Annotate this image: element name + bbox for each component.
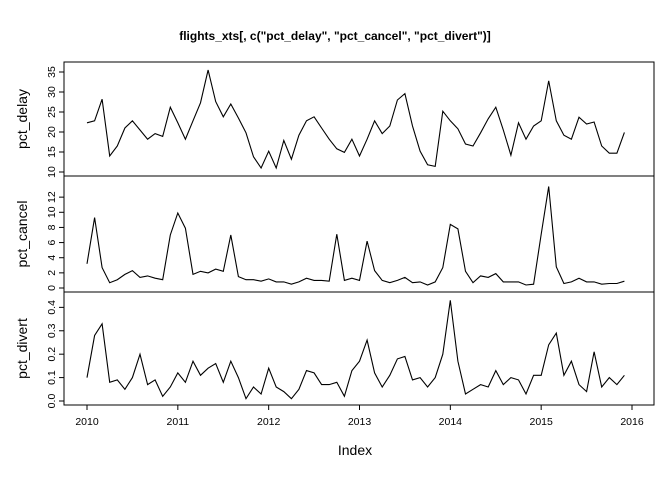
y-axis-label: pct_delay	[14, 89, 30, 149]
series-line-pct-cancel	[86, 186, 625, 286]
y-tick-label: 10	[46, 206, 58, 218]
y-tick-label: 10	[46, 166, 58, 178]
x-axis-label: Index	[338, 442, 372, 458]
y-tick-label: 0.3	[46, 323, 58, 338]
y-tick-label: 0.4	[46, 300, 58, 315]
x-tick-label: 2014	[439, 416, 463, 428]
y-tick-label: 35	[46, 66, 58, 78]
x-tick-label: 2012	[257, 416, 281, 428]
y-tick-label: 0.2	[46, 347, 58, 362]
y-tick-label: 0.0	[46, 394, 58, 409]
y-tick-label: 15	[46, 146, 58, 158]
y-tick-label: 20	[46, 126, 58, 138]
panel-pct-delay: 10 15 20 25 30 35 pct_delay	[14, 61, 655, 178]
panel-frame	[63, 291, 655, 406]
series-line-pct-divert	[86, 300, 625, 400]
x-tick-label: 2016	[620, 416, 644, 428]
y-tick-label: 2	[46, 270, 58, 276]
panels-group: 10 15 20 25 30 35 pct_delay 0 2 4 6 8 10 12 pct_cancel…	[14, 61, 655, 409]
x-axis: 2010 2011 2012 2013 2014 2015 2016	[75, 404, 644, 428]
y-axis-label: pct_divert	[14, 318, 30, 379]
panel-pct-divert: 0.0 0.1 0.2 0.3 0.4 pct_divert	[14, 291, 655, 409]
panel-frame	[63, 175, 655, 293]
series-line-pct-delay	[86, 69, 625, 170]
y-tick-label: 4	[46, 255, 58, 261]
y-tick-label: 0	[46, 285, 58, 291]
panel-frame	[63, 61, 655, 177]
x-tick-label: 2010	[75, 416, 99, 428]
y-tick-label: 12	[46, 191, 58, 203]
chart-title: flights_xts[, c("pct_delay", "pct_cancel…	[179, 29, 491, 43]
x-tick-label: 2013	[348, 416, 372, 428]
y-tick-label: 6	[46, 239, 58, 245]
x-tick-label: 2011	[167, 416, 190, 428]
y-tick-label: 25	[46, 106, 58, 118]
panel-pct-cancel: 0 2 4 6 8 10 12 pct_cancel	[14, 175, 655, 293]
y-tick-label: 8	[46, 224, 58, 230]
y-tick-label: 0.1	[46, 370, 58, 385]
y-axis-label: pct_cancel	[14, 201, 30, 268]
y-tick-label: 30	[46, 86, 58, 98]
x-tick-label: 2015	[529, 416, 553, 428]
